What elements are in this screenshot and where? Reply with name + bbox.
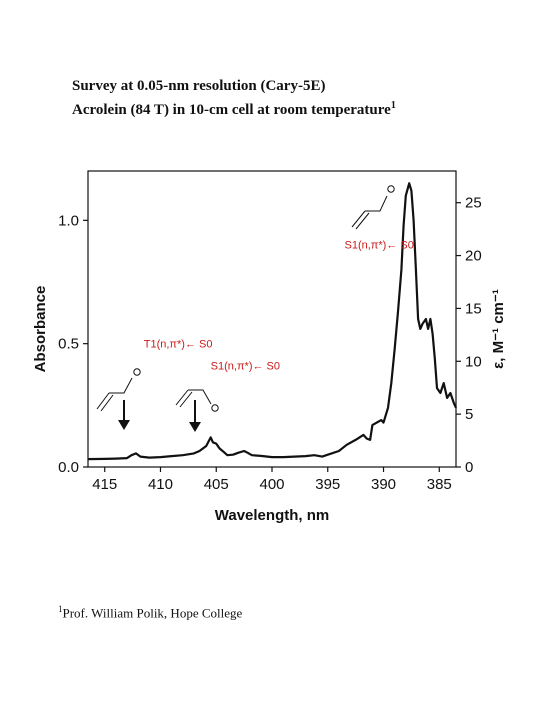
molecule-icon-top [351, 185, 395, 230]
y2-tick-label-5: 25 [465, 195, 482, 212]
footnote-sup: 1 [58, 604, 63, 614]
y2-tick-label-0: 0 [465, 459, 473, 476]
x-tick-label-6: 385 [427, 476, 452, 493]
y2-axis-title: ε, M⁻¹ cm⁻¹ [490, 289, 507, 369]
y-axis-title: Absorbance [32, 286, 49, 373]
x-tick-label-0: 415 [92, 476, 117, 493]
x-tick-label-5: 390 [371, 476, 396, 493]
x-tick-label-2: 405 [204, 476, 229, 493]
x-tick-label-4: 395 [315, 476, 340, 493]
header-line-2-sup: 1 [390, 100, 396, 111]
arrow-down-icon-middle [189, 400, 201, 432]
x-tick-label-3: 400 [259, 476, 284, 493]
spectrum-line [87, 182, 458, 461]
annotation-label-0: S1(n,π*)← S0 [344, 240, 413, 252]
y2-tick-label-3: 15 [465, 300, 482, 317]
arrow-down-icon-left [118, 400, 130, 430]
footnote-text: Prof. William Polik, Hope College [62, 605, 243, 621]
annotation-label-2: S1(n,π*)← S0 [211, 361, 280, 373]
header-line-2-text: Acrolein (84 T) in 10-cm cell at room te… [72, 102, 391, 118]
y-tick-label-2: 1.0 [58, 212, 79, 229]
header-line-1: Survey at 0.05-nm resolution (Cary-5E) [72, 78, 326, 94]
footnote: 1Prof. William Polik, Hope College [58, 604, 242, 621]
y-tick-label-1: 0.5 [58, 336, 79, 353]
y2-tick-label-2: 10 [465, 353, 482, 370]
molecule-icon-left [96, 368, 141, 412]
header-line-2: Acrolein (84 T) in 10-cm cell at room te… [72, 96, 396, 120]
y2-tick-label-4: 20 [465, 248, 482, 265]
chart-header: Survey at 0.05-nm resolution (Cary-5E) A… [72, 76, 396, 120]
annotation-label-1: T1(n,π*)← S0 [144, 338, 213, 350]
y-tick-label-0: 0.0 [58, 459, 79, 476]
y2-tick-label-1: 5 [465, 406, 473, 423]
molecule-icon-middle [175, 389, 219, 412]
x-axis-title: Wavelength, nm [215, 507, 329, 524]
x-tick-label-1: 410 [148, 476, 173, 493]
plot-frame [87, 170, 457, 468]
